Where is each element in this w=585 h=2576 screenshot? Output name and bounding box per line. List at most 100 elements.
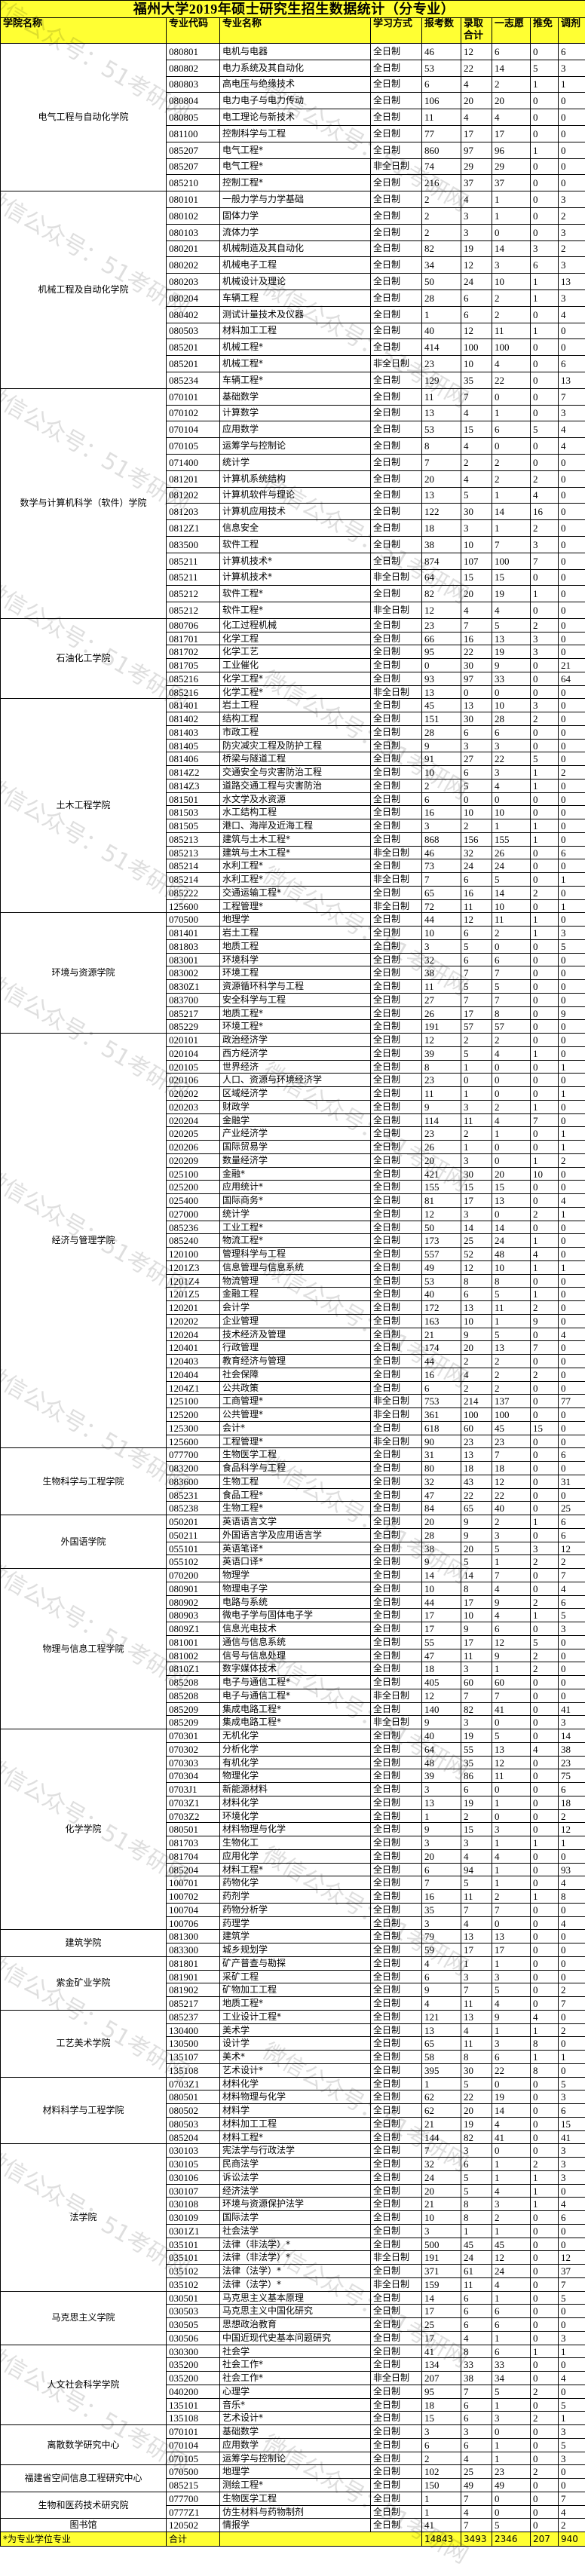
- major-name: 化学工艺: [219, 645, 371, 660]
- exempt: 2: [530, 2157, 559, 2171]
- applicants: 102: [421, 2464, 461, 2480]
- exempt: 2: [530, 2464, 559, 2480]
- major-name: 运筹学与控制论: [219, 437, 371, 455]
- exempt: 0: [530, 2264, 559, 2278]
- adjusted: 4: [557, 2197, 585, 2212]
- table-row: 035101 法律（非法学）* 非全日制 191 24 12 0 12: [1, 2250, 585, 2265]
- table-row: 080502 材料学 全日制 62 20 14 0 6: [1, 2103, 585, 2118]
- study-mode: 全日制: [370, 1889, 422, 1904]
- table-row: 085204 材料工程* 全日制 6 94 1 0 93: [1, 1862, 585, 1877]
- applicants: 47: [421, 1487, 461, 1502]
- college-name: 福建省空间信息工程研究中心: [0, 2464, 167, 2492]
- admitted: 24: [461, 2250, 492, 2265]
- college-name: 物理与信息工程学院: [0, 1568, 167, 1730]
- table-row: 030503 马克思主义中国化研究 全日制 17 6 6 0 0: [1, 2304, 585, 2319]
- major-name: 生物工程: [219, 1474, 371, 1489]
- table-row: 人文社会科学学院 030300 社会学 全日制 41 8 6 1 1: [0, 2344, 585, 2426]
- major-code: 085209: [166, 1715, 220, 1730]
- admitted: 15: [461, 1180, 492, 1195]
- table-row: 025200 应用统计* 全日制 155 15 15 0 0: [1, 1180, 585, 1195]
- exempt: 1: [530, 1889, 559, 1904]
- major-code: 0703Z1: [166, 1795, 220, 1810]
- applicants: 140: [421, 1702, 461, 1717]
- study-mode: 全日制: [370, 2264, 422, 2278]
- admitted: 4: [461, 1916, 492, 1931]
- applicants: 66: [421, 631, 461, 646]
- applicants: 32: [421, 952, 461, 967]
- exempt: 0: [530, 845, 559, 860]
- exempt: 4: [530, 486, 559, 504]
- applicants: 46: [421, 845, 461, 860]
- table-row: 071400 统计学 全日制 7 2 2 0 0: [1, 453, 585, 471]
- admitted: 38: [461, 2371, 492, 2385]
- major-code: 081503: [166, 805, 220, 820]
- applicants: 73: [421, 859, 461, 874]
- major-code: 077700: [166, 1447, 220, 1463]
- first-choice: 2: [492, 453, 531, 471]
- exempt: 0: [530, 2491, 559, 2506]
- exempt: 0: [530, 2304, 559, 2319]
- first-choice: 3: [492, 1969, 531, 1984]
- admitted: 3: [461, 223, 492, 241]
- study-mode: 全日制: [370, 805, 422, 820]
- admitted: 11: [461, 2036, 492, 2051]
- major-code: 070200: [166, 1568, 220, 1582]
- major-code: 070105: [166, 2451, 220, 2466]
- admitted: 5: [461, 1554, 492, 1570]
- study-mode: 全日制: [370, 453, 422, 471]
- study-mode: 全日制: [370, 519, 422, 537]
- exempt: 2: [530, 617, 559, 633]
- total-label: 合计: [166, 2532, 220, 2547]
- table-row: 085212 软件工程* 全日制 82 20 19 1 0: [1, 585, 585, 603]
- applicants: 11: [421, 1086, 461, 1101]
- admitted: 5: [461, 2170, 492, 2185]
- major-code: 030300: [166, 2344, 220, 2359]
- adjusted: 4: [557, 2504, 585, 2519]
- first-choice: 24: [492, 1233, 531, 1248]
- first-choice: 6: [492, 1622, 531, 1636]
- major-name: 社会工作*: [219, 2371, 371, 2385]
- footnote: *为专业学位专业: [0, 2532, 167, 2547]
- exempt: 0: [530, 724, 559, 740]
- major-name: 药理学: [219, 1916, 371, 1931]
- major-name: 新能源材料: [219, 1782, 371, 1796]
- major-name: 无机化学: [219, 1729, 371, 1743]
- study-mode: 全日制: [370, 2183, 422, 2198]
- first-choice: 45: [492, 1420, 531, 1435]
- major-name: 物理化学: [219, 1769, 371, 1784]
- major-code: 085222: [166, 885, 220, 900]
- major-name: 安全科学与工程: [219, 992, 371, 1007]
- admitted: 4: [461, 109, 492, 126]
- adjusted: 0: [557, 2357, 585, 2372]
- study-mode: 全日制: [370, 1662, 422, 1677]
- table-row: 080903 微电子学与固体电子学 全日制 17 10 4 1 5: [1, 1608, 585, 1623]
- exempt: 0: [530, 1073, 559, 1088]
- exempt: 0: [530, 1943, 559, 1957]
- exempt: 0: [530, 1729, 559, 1743]
- applicants: 17: [421, 2330, 461, 2345]
- adjusted: 23: [557, 1755, 585, 1770]
- major-code: 081801: [166, 1956, 220, 1971]
- exempt: 0: [530, 872, 559, 887]
- major-code: 0703J1: [166, 1782, 220, 1796]
- exempt: 0: [530, 1996, 559, 2011]
- table-row: 085201 机械工程* 非全日制 23 10 4 0 6: [1, 355, 585, 372]
- study-mode: 全日制: [370, 1153, 422, 1168]
- first-choice: 28: [492, 712, 531, 726]
- study-mode: 全日制: [370, 1220, 422, 1235]
- major-name: 水工结构工程: [219, 805, 371, 820]
- adjusted: 18: [557, 1795, 585, 1810]
- admitted: 1: [461, 2223, 492, 2238]
- applicants: 121: [421, 2009, 461, 2024]
- adjusted: 0: [557, 1648, 585, 1663]
- major-code: 070102: [166, 404, 220, 422]
- first-choice: 11: [492, 912, 531, 927]
- first-choice: 137: [492, 1394, 531, 1409]
- admitted: 15: [461, 421, 492, 439]
- first-choice: 49: [492, 2478, 531, 2492]
- first-choice: 22: [492, 1487, 531, 1502]
- study-mode: 全日制: [370, 1019, 422, 1034]
- major-name: 区域经济学: [219, 1086, 371, 1101]
- admitted: 86: [461, 1769, 492, 1784]
- first-choice: 3: [492, 2036, 531, 2051]
